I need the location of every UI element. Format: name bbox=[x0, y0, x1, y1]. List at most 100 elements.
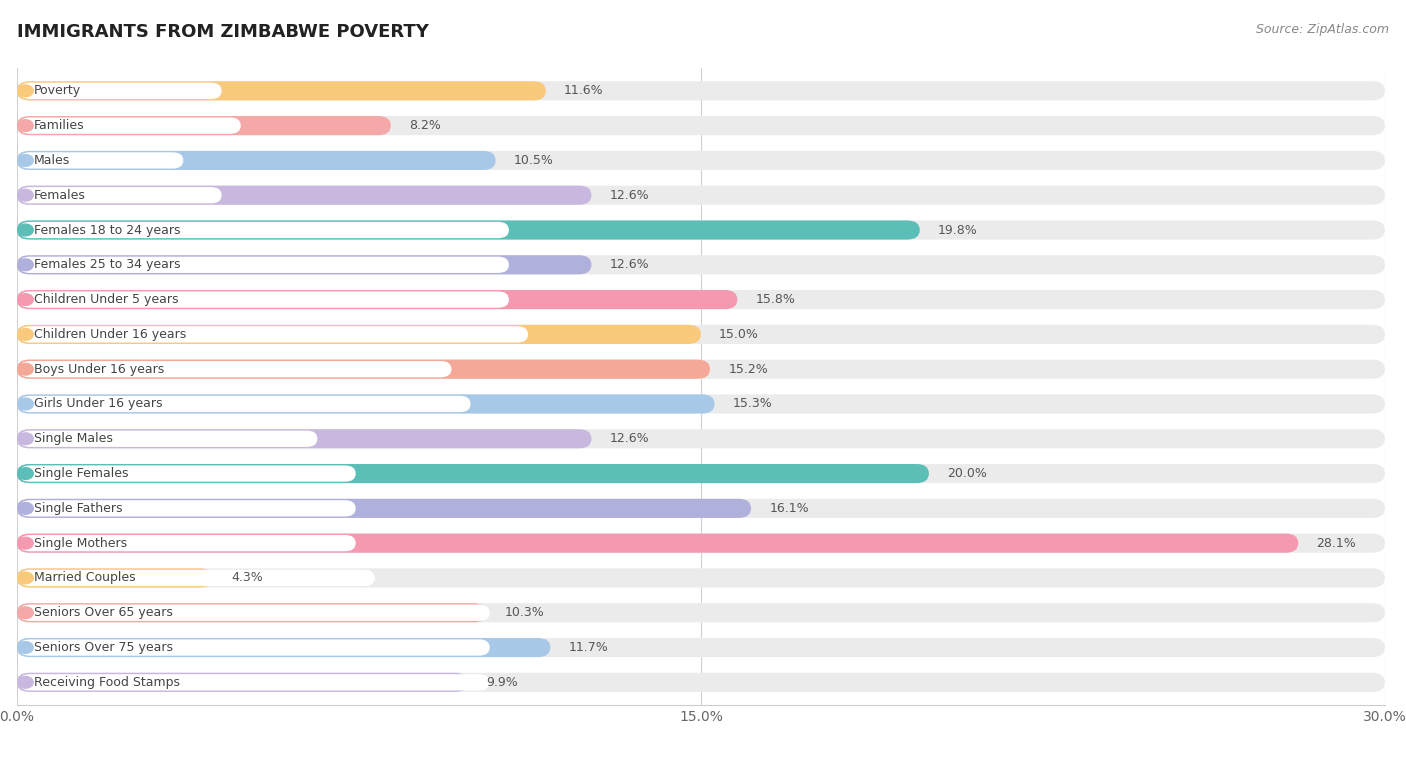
Text: Females 25 to 34 years: Females 25 to 34 years bbox=[34, 258, 180, 271]
FancyBboxPatch shape bbox=[17, 325, 1385, 344]
FancyBboxPatch shape bbox=[17, 221, 920, 240]
FancyBboxPatch shape bbox=[20, 361, 451, 377]
Text: 15.0%: 15.0% bbox=[718, 328, 759, 341]
Text: Poverty: Poverty bbox=[34, 84, 82, 97]
FancyBboxPatch shape bbox=[20, 117, 240, 133]
FancyBboxPatch shape bbox=[17, 394, 714, 414]
Circle shape bbox=[18, 120, 34, 131]
Text: 12.6%: 12.6% bbox=[610, 189, 650, 202]
Text: 28.1%: 28.1% bbox=[1316, 537, 1357, 550]
Text: Families: Families bbox=[34, 119, 84, 132]
Text: 12.6%: 12.6% bbox=[610, 432, 650, 445]
Text: Boys Under 16 years: Boys Under 16 years bbox=[34, 362, 165, 376]
Text: 15.2%: 15.2% bbox=[728, 362, 768, 376]
Text: Married Couples: Married Couples bbox=[34, 572, 136, 584]
FancyBboxPatch shape bbox=[17, 638, 550, 657]
Text: 12.6%: 12.6% bbox=[610, 258, 650, 271]
Text: IMMIGRANTS FROM ZIMBABWE POVERTY: IMMIGRANTS FROM ZIMBABWE POVERTY bbox=[17, 23, 429, 41]
Text: Females 18 to 24 years: Females 18 to 24 years bbox=[34, 224, 180, 236]
FancyBboxPatch shape bbox=[17, 394, 1385, 414]
FancyBboxPatch shape bbox=[20, 292, 509, 308]
FancyBboxPatch shape bbox=[20, 396, 471, 412]
FancyBboxPatch shape bbox=[17, 186, 1385, 205]
FancyBboxPatch shape bbox=[20, 83, 222, 99]
FancyBboxPatch shape bbox=[17, 116, 1385, 135]
FancyBboxPatch shape bbox=[20, 535, 356, 551]
Circle shape bbox=[18, 363, 34, 375]
Text: Girls Under 16 years: Girls Under 16 years bbox=[34, 397, 163, 411]
Circle shape bbox=[18, 398, 34, 410]
Text: Single Females: Single Females bbox=[34, 467, 128, 480]
FancyBboxPatch shape bbox=[20, 674, 489, 691]
FancyBboxPatch shape bbox=[20, 152, 183, 168]
FancyBboxPatch shape bbox=[17, 603, 1385, 622]
Circle shape bbox=[18, 468, 34, 479]
Text: 16.1%: 16.1% bbox=[769, 502, 808, 515]
Text: 19.8%: 19.8% bbox=[938, 224, 977, 236]
Text: Children Under 16 years: Children Under 16 years bbox=[34, 328, 187, 341]
Circle shape bbox=[18, 572, 34, 584]
FancyBboxPatch shape bbox=[17, 151, 496, 170]
Circle shape bbox=[18, 155, 34, 166]
FancyBboxPatch shape bbox=[20, 326, 529, 343]
Circle shape bbox=[18, 85, 34, 97]
FancyBboxPatch shape bbox=[20, 257, 509, 273]
Circle shape bbox=[18, 294, 34, 305]
FancyBboxPatch shape bbox=[20, 570, 375, 586]
FancyBboxPatch shape bbox=[17, 534, 1298, 553]
Text: 11.7%: 11.7% bbox=[568, 641, 609, 654]
FancyBboxPatch shape bbox=[20, 605, 489, 621]
Text: 15.3%: 15.3% bbox=[733, 397, 772, 411]
FancyBboxPatch shape bbox=[17, 290, 1385, 309]
Text: Receiving Food Stamps: Receiving Food Stamps bbox=[34, 676, 180, 689]
Text: Females: Females bbox=[34, 189, 86, 202]
FancyBboxPatch shape bbox=[17, 221, 1385, 240]
Text: 20.0%: 20.0% bbox=[948, 467, 987, 480]
Text: 9.9%: 9.9% bbox=[486, 676, 519, 689]
Circle shape bbox=[18, 328, 34, 340]
Text: 15.8%: 15.8% bbox=[755, 293, 796, 306]
Text: Source: ZipAtlas.com: Source: ZipAtlas.com bbox=[1256, 23, 1389, 36]
Circle shape bbox=[18, 190, 34, 201]
FancyBboxPatch shape bbox=[17, 464, 1385, 483]
FancyBboxPatch shape bbox=[17, 499, 751, 518]
FancyBboxPatch shape bbox=[17, 325, 700, 344]
FancyBboxPatch shape bbox=[20, 187, 222, 203]
FancyBboxPatch shape bbox=[17, 429, 592, 448]
FancyBboxPatch shape bbox=[20, 465, 356, 481]
FancyBboxPatch shape bbox=[17, 81, 546, 100]
FancyBboxPatch shape bbox=[17, 673, 468, 692]
FancyBboxPatch shape bbox=[17, 568, 1385, 587]
Text: 10.5%: 10.5% bbox=[515, 154, 554, 167]
Circle shape bbox=[18, 537, 34, 549]
Circle shape bbox=[18, 259, 34, 271]
FancyBboxPatch shape bbox=[17, 359, 710, 379]
FancyBboxPatch shape bbox=[17, 116, 391, 135]
FancyBboxPatch shape bbox=[20, 640, 489, 656]
Text: 4.3%: 4.3% bbox=[231, 572, 263, 584]
Circle shape bbox=[18, 676, 34, 688]
Circle shape bbox=[18, 503, 34, 514]
Text: Single Mothers: Single Mothers bbox=[34, 537, 127, 550]
Circle shape bbox=[18, 224, 34, 236]
FancyBboxPatch shape bbox=[20, 222, 509, 238]
Text: 11.6%: 11.6% bbox=[564, 84, 603, 97]
FancyBboxPatch shape bbox=[17, 81, 1385, 100]
FancyBboxPatch shape bbox=[17, 359, 1385, 379]
FancyBboxPatch shape bbox=[17, 534, 1385, 553]
FancyBboxPatch shape bbox=[17, 499, 1385, 518]
Text: 8.2%: 8.2% bbox=[409, 119, 441, 132]
FancyBboxPatch shape bbox=[20, 500, 356, 516]
FancyBboxPatch shape bbox=[17, 603, 486, 622]
FancyBboxPatch shape bbox=[20, 431, 318, 447]
Circle shape bbox=[18, 433, 34, 445]
FancyBboxPatch shape bbox=[17, 568, 212, 587]
Text: Seniors Over 65 years: Seniors Over 65 years bbox=[34, 606, 173, 619]
FancyBboxPatch shape bbox=[17, 186, 592, 205]
FancyBboxPatch shape bbox=[17, 673, 1385, 692]
FancyBboxPatch shape bbox=[17, 255, 592, 274]
Circle shape bbox=[18, 607, 34, 619]
Text: 10.3%: 10.3% bbox=[505, 606, 544, 619]
FancyBboxPatch shape bbox=[17, 151, 1385, 170]
Text: Children Under 5 years: Children Under 5 years bbox=[34, 293, 179, 306]
